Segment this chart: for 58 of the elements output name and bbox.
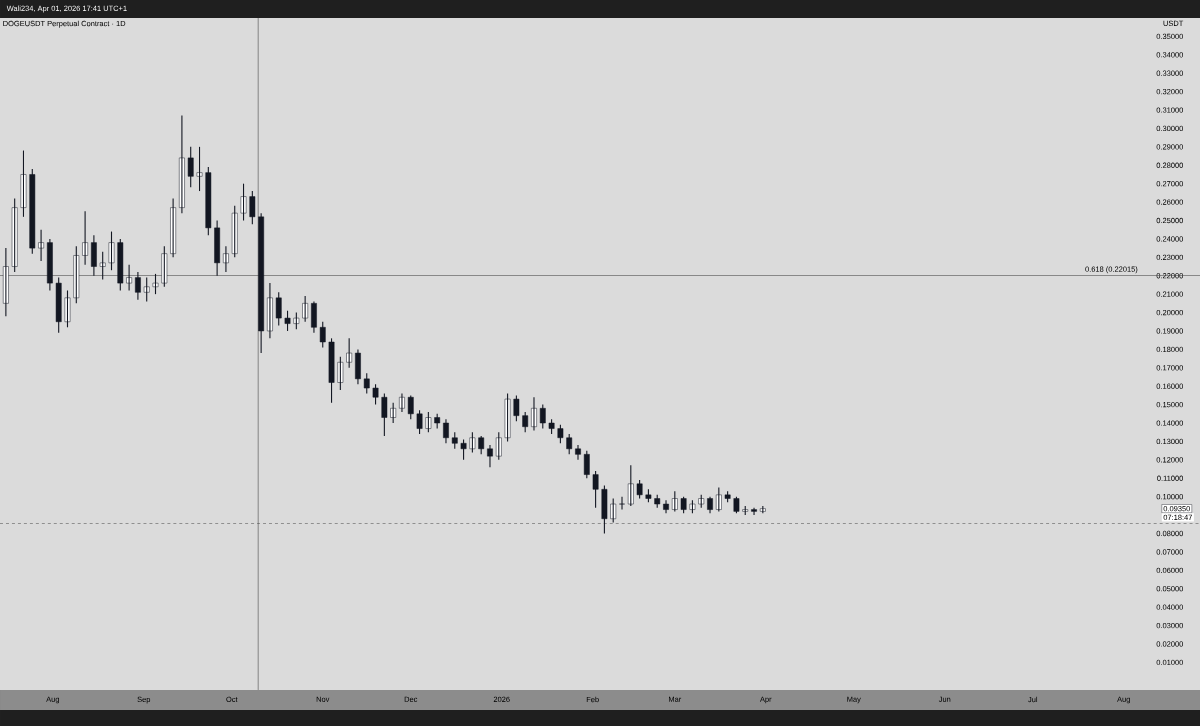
candlestick	[557, 424, 564, 444]
candlestick	[601, 485, 608, 535]
candlestick	[29, 168, 36, 255]
candlestick	[240, 183, 247, 222]
candlestick	[73, 245, 80, 304]
candlestick	[451, 431, 458, 450]
candlestick	[671, 490, 678, 512]
candlestick	[715, 486, 722, 512]
candlestick	[161, 245, 168, 288]
candlestick	[434, 413, 441, 430]
candlestick	[469, 431, 476, 454]
candlestick	[249, 190, 256, 225]
candlestick	[64, 289, 71, 328]
candlestick	[407, 394, 414, 420]
candlestick	[205, 166, 212, 236]
candlestick	[636, 479, 643, 500]
candlestick	[504, 393, 511, 442]
candlestick	[55, 277, 62, 334]
candlestick	[478, 435, 485, 455]
candlestick	[337, 356, 344, 391]
candlestick	[548, 418, 555, 435]
candlestick	[425, 411, 432, 433]
candlestick	[152, 273, 159, 295]
candlestick	[319, 321, 326, 349]
candlestick	[592, 470, 599, 509]
candlestick	[698, 494, 705, 509]
candlestick	[627, 464, 634, 507]
candlestick	[196, 146, 203, 192]
candlestick	[275, 291, 282, 326]
candlestick	[99, 251, 106, 280]
candlestick	[610, 497, 617, 523]
candlestick	[645, 488, 652, 503]
candlestick	[689, 499, 696, 514]
candlestick	[11, 197, 18, 273]
candlestick	[372, 383, 379, 406]
candlestick	[495, 431, 502, 461]
candlestick	[566, 433, 573, 455]
candlestick	[20, 149, 27, 218]
candlestick	[231, 205, 238, 258]
candlestick	[460, 439, 467, 461]
candlestick	[117, 238, 124, 292]
candlestick	[328, 337, 335, 404]
candlestick	[742, 505, 749, 516]
candlestick	[346, 337, 353, 369]
candlestick	[522, 411, 529, 433]
candlestick	[751, 507, 757, 516]
candlestick	[654, 494, 661, 509]
candlestick	[381, 393, 388, 437]
candlestick	[363, 372, 370, 395]
candlestick	[619, 496, 625, 511]
candlestick	[143, 277, 150, 303]
candlestick	[416, 409, 423, 435]
candlestick	[539, 404, 546, 430]
candlestick	[724, 490, 731, 503]
candlestick	[187, 146, 194, 188]
candlestick	[513, 394, 520, 422]
candlestick	[284, 310, 291, 332]
candlestick	[108, 231, 115, 271]
